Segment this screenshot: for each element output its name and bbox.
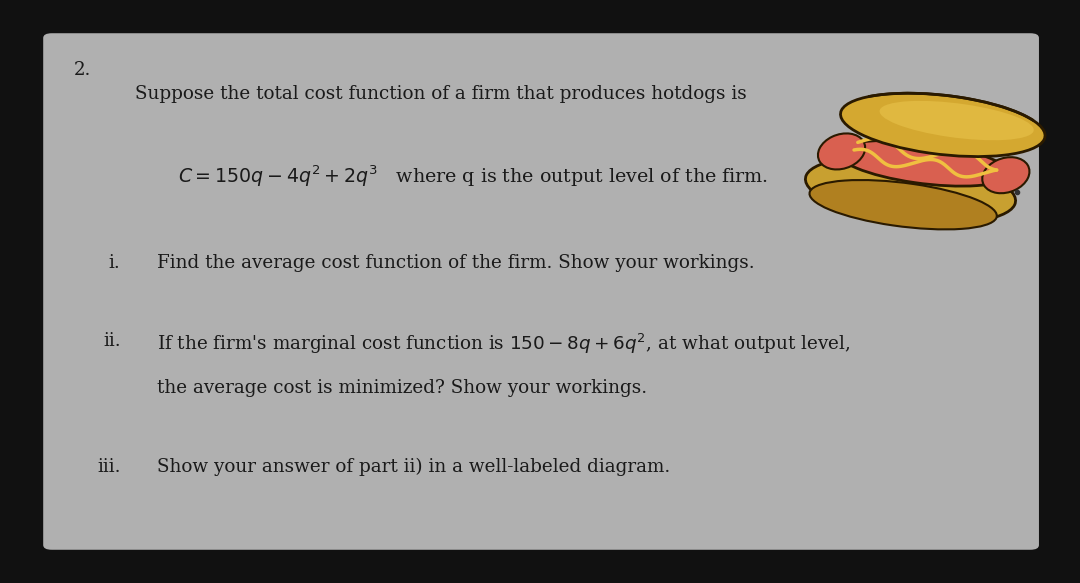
Ellipse shape	[818, 134, 865, 170]
Ellipse shape	[840, 93, 1045, 157]
Text: iii.: iii.	[97, 458, 121, 476]
Text: 2.: 2.	[73, 61, 91, 79]
Text: If the firm's marginal cost function is $150 - 8q + 6q^2$, at what output level,: If the firm's marginal cost function is …	[157, 332, 850, 356]
Ellipse shape	[879, 101, 1034, 141]
Ellipse shape	[810, 180, 997, 229]
Text: $C = 150q - 4q^2 + 2q^3$   where q is the output level of the firm.: $C = 150q - 4q^2 + 2q^3$ where q is the …	[178, 163, 768, 189]
Text: the average cost is minimized? Show your workings.: the average cost is minimized? Show your…	[157, 379, 647, 397]
Ellipse shape	[982, 157, 1029, 193]
Text: i.: i.	[108, 254, 120, 272]
Ellipse shape	[838, 141, 1009, 186]
FancyBboxPatch shape	[43, 33, 1039, 550]
Text: Suppose the total cost function of a firm that produces hotdogs is: Suppose the total cost function of a fir…	[135, 85, 746, 103]
Ellipse shape	[806, 157, 1015, 223]
Text: Find the average cost function of the firm. Show your workings.: Find the average cost function of the fi…	[157, 254, 754, 272]
Text: ii.: ii.	[104, 332, 121, 350]
Text: Show your answer of part ii) in a well-labeled diagram.: Show your answer of part ii) in a well-l…	[157, 458, 670, 476]
